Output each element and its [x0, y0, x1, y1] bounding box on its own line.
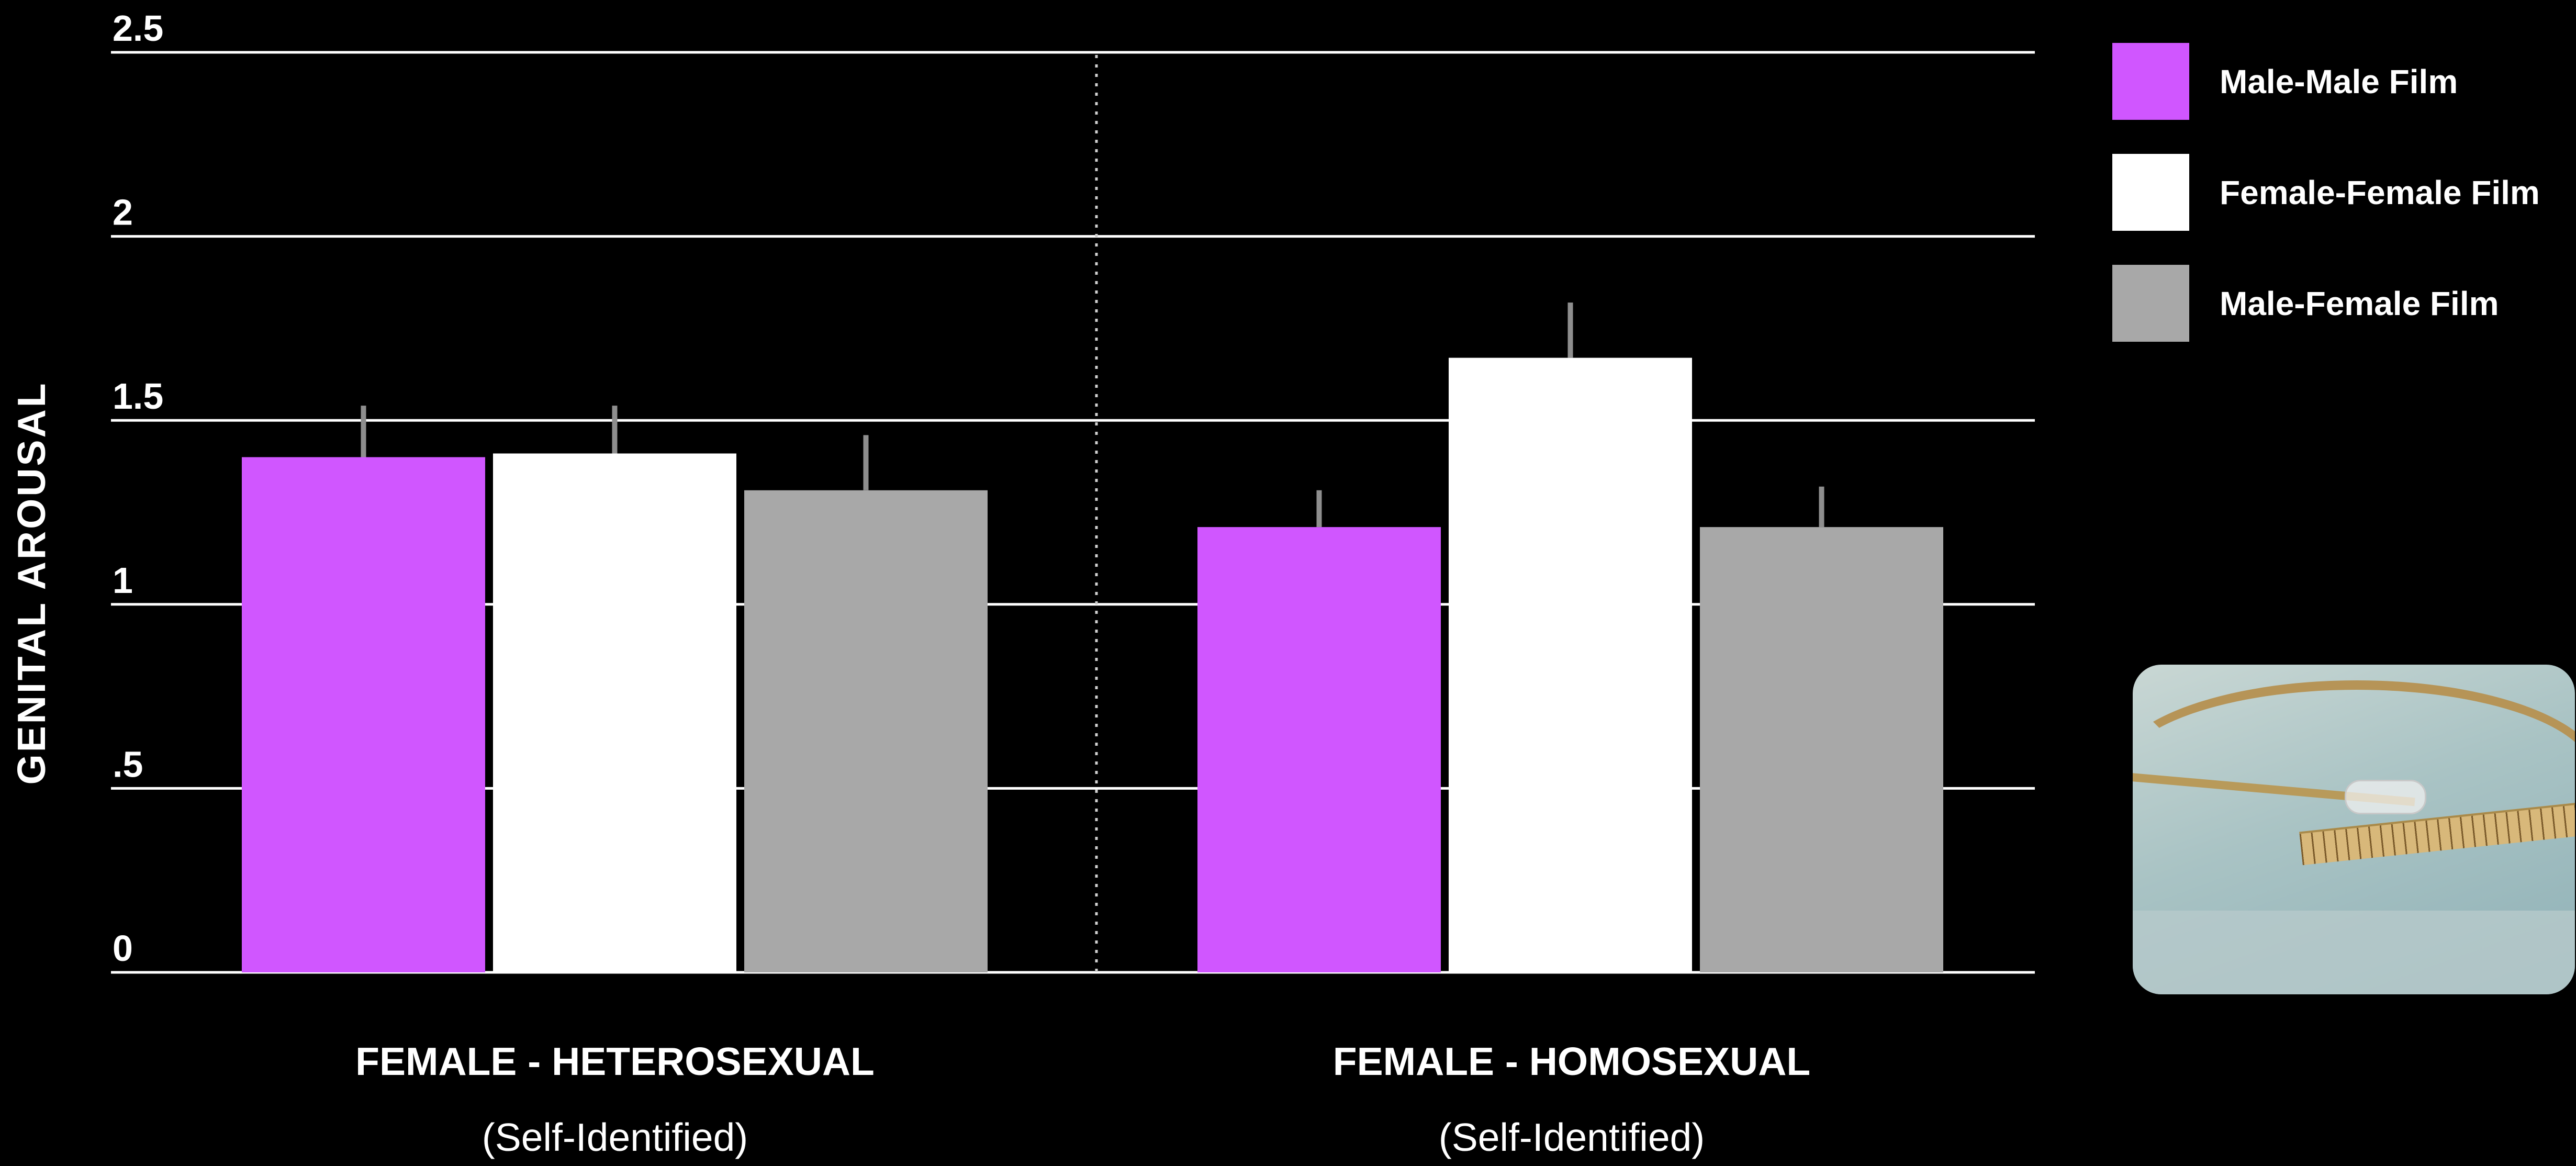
y-tick-label: 1.5 [113, 376, 163, 417]
y-tick-labels: 0 .5 1 1.5 2 2.5 [113, 8, 163, 969]
bars [242, 357, 1943, 972]
error-bars [361, 302, 1824, 528]
legend-swatch-male-male [2112, 43, 2189, 120]
y-tick-label: 1 [113, 560, 133, 601]
legend-item-female-female: Female-Female Film [2112, 154, 2540, 231]
legend-swatch-female-female [2112, 154, 2189, 231]
measurement-probe-photo [2133, 665, 2575, 994]
bar [1449, 357, 1692, 972]
legend-item-male-female: Male-Female Film [2112, 265, 2540, 342]
legend-label-male-female: Male-Female Film [2220, 284, 2499, 322]
legend-item-male-male: Male-Male Film [2112, 43, 2540, 120]
legend-label-female-female: Female-Female Film [2220, 173, 2540, 211]
group-label-homosexual: FEMALE - HOMOSEXUAL [1332, 1039, 1811, 1083]
legend-label-male-male: Male-Male Film [2220, 62, 2458, 100]
bar [242, 457, 485, 972]
y-tick-label: 2 [113, 192, 133, 233]
y-axis-label: GENITAL AROUSAL [9, 381, 53, 785]
y-tick-label: 0 [113, 928, 133, 969]
bar [1700, 527, 1943, 972]
photo-probe [2345, 780, 2426, 814]
legend: Male-Male Film Female-Female Film Male-F… [2112, 43, 2540, 376]
legend-swatch-male-female [2112, 265, 2189, 342]
y-tick-label: 2.5 [113, 8, 163, 49]
bar [744, 490, 988, 972]
bar [1197, 527, 1441, 972]
photo-cloth [2133, 911, 2575, 994]
group-sublabel-heterosexual: (Self-Identified) [481, 1115, 748, 1159]
y-tick-label: .5 [113, 744, 143, 784]
bar [493, 453, 736, 972]
group-sublabel-homosexual: (Self-Identified) [1438, 1115, 1705, 1159]
group-label-heterosexual: FEMALE - HETEROSEXUAL [355, 1039, 875, 1083]
